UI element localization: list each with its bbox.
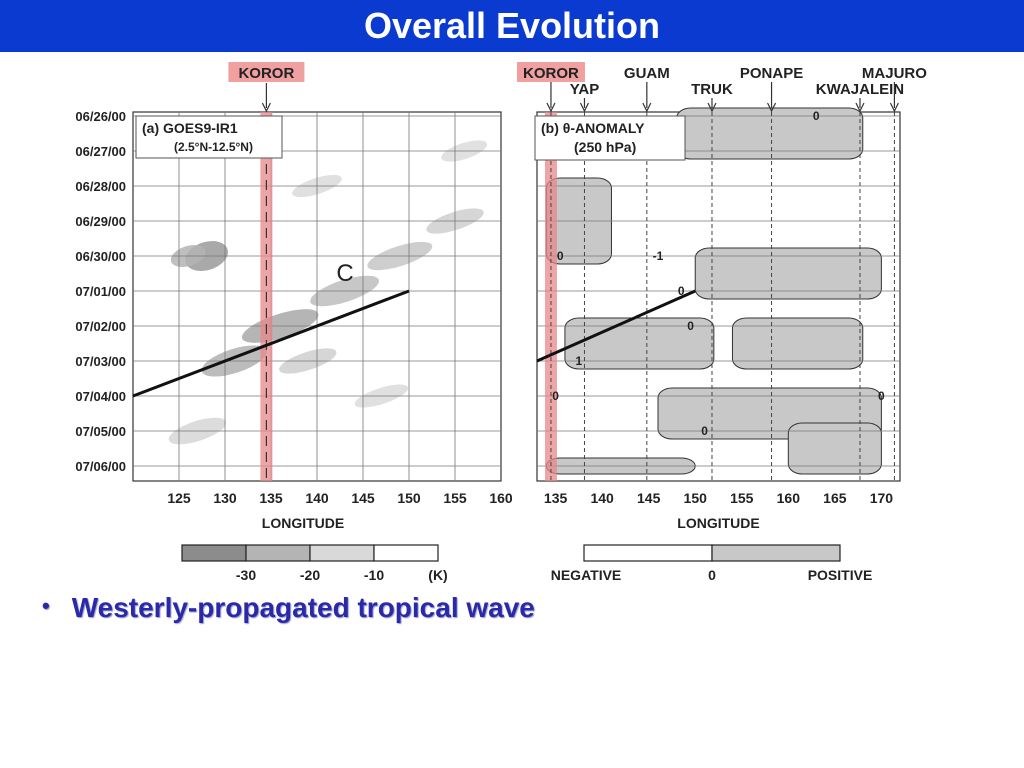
colorbar-a-swatch — [309, 544, 375, 562]
x-tick-label: 150 — [684, 490, 708, 506]
station-label: YAP — [570, 81, 599, 98]
panel-a-xlabel: LONGITUDE — [262, 515, 344, 531]
station-label: KOROR — [238, 65, 294, 82]
contour-label: 0 — [687, 319, 694, 333]
colorbar-a-tick: -10 — [364, 567, 384, 583]
y-tick-label: 07/01/00 — [75, 284, 126, 299]
x-tick-label: 165 — [823, 490, 847, 506]
contour-label: 0 — [701, 424, 708, 438]
panel-b-xlabel: LONGITUDE — [677, 515, 759, 531]
contour-label: 0 — [557, 249, 564, 263]
title-bar: Overall Evolution — [0, 0, 1024, 52]
anomaly-region — [694, 247, 882, 300]
station-label: KOROR — [523, 65, 579, 82]
station-label: TRUK — [691, 81, 733, 98]
x-tick-label: 145 — [637, 490, 661, 506]
x-tick-label: 135 — [259, 490, 283, 506]
contour-label: 0 — [878, 389, 885, 403]
x-tick-label: 130 — [213, 490, 237, 506]
anomaly-region — [731, 317, 864, 370]
x-tick-label: 140 — [590, 490, 614, 506]
station-label: GUAM — [624, 65, 670, 82]
colorbar-a-swatch — [373, 544, 439, 562]
y-tick-label: 07/06/00 — [75, 459, 126, 474]
station-arrowhead — [707, 102, 717, 113]
y-tick-label: 06/30/00 — [75, 249, 126, 264]
station-label-bg — [228, 62, 305, 82]
station-label-bg — [516, 62, 585, 82]
colorbar-b-label: POSITIVE — [808, 567, 873, 583]
panel-b-sublabel: (250 hPa) — [574, 139, 636, 155]
x-tick-label: 155 — [730, 490, 754, 506]
station-arrowhead — [579, 102, 590, 113]
panel-a-label-box — [135, 115, 283, 159]
colorbar-b-swatch — [711, 544, 841, 562]
station-arrowhead — [642, 102, 652, 113]
x-tick-label: 160 — [777, 490, 801, 506]
x-tick-label: 150 — [397, 490, 421, 506]
panel-b-trend-line — [536, 289, 696, 363]
station-arrowhead — [261, 102, 271, 113]
station-label: KWAJALEIN — [816, 81, 904, 98]
colorbar-a-tick: -20 — [300, 567, 320, 583]
x-tick-label: 145 — [351, 490, 375, 506]
anomaly-region — [787, 422, 882, 475]
x-tick-label: 170 — [870, 490, 894, 506]
bullet-item: • Westerly-propagated tropical wave — [42, 592, 535, 624]
colorbar-b-label: NEGATIVE — [551, 567, 622, 583]
x-tick-label: 140 — [305, 490, 329, 506]
y-tick-label: 06/27/00 — [75, 144, 126, 159]
figure: KOROR C 06/26/00 06/27/00 06/28/00 06/29/00 06… — [75, 62, 927, 583]
colorbar-a-swatch — [245, 544, 311, 562]
x-tick-label: 125 — [167, 490, 191, 506]
x-tick-label: 155 — [443, 490, 467, 506]
station-arrowhead — [855, 102, 865, 113]
y-tick-label: 06/29/00 — [75, 214, 126, 229]
x-tick-label: 135 — [544, 490, 568, 506]
colorbar-b-swatch — [583, 544, 713, 562]
y-tick-label: 06/28/00 — [75, 179, 126, 194]
y-tick-label: 07/03/00 — [75, 354, 126, 369]
contour-label: 1 — [576, 354, 583, 368]
panel-a-sublabel: (2.5°N-12.5°N) — [174, 140, 253, 154]
slide-title: Overall Evolution — [363, 5, 661, 46]
panel-a-trend-label: C — [336, 260, 353, 287]
panel-a-trend-line — [132, 289, 410, 398]
contour-label: 0 — [678, 284, 685, 298]
bullet-dot: • — [42, 593, 50, 618]
colorbar-a-swatch — [181, 544, 247, 562]
panel-a-label: (a) GOES9-IR1 — [142, 120, 238, 136]
station-arrowhead — [767, 102, 777, 113]
colorbar-a-tick: -30 — [236, 567, 256, 583]
y-tick-label: 07/02/00 — [75, 319, 126, 334]
y-tick-label: 07/04/00 — [75, 389, 126, 404]
panel-b-label: (b) θ-ANOMALY — [541, 120, 645, 136]
contour-label: 0 — [552, 389, 559, 403]
station-label: PONAPE — [740, 65, 803, 82]
contour-label: -1 — [653, 249, 664, 263]
station-arrowhead — [889, 102, 899, 113]
x-tick-label: 160 — [489, 490, 513, 506]
contour-label: 0 — [813, 109, 820, 123]
station-label: MAJURO — [862, 65, 927, 82]
colorbar-b-label: 0 — [708, 567, 716, 583]
station-arrowhead — [546, 102, 556, 113]
colorbar-a-unit: (K) — [428, 567, 447, 583]
panel-b-label-box — [534, 115, 686, 161]
y-tick-label: 06/26/00 — [75, 109, 126, 124]
y-tick-label: 07/05/00 — [75, 424, 126, 439]
bullet-text: Westerly-propagated tropical wave — [71, 592, 535, 623]
